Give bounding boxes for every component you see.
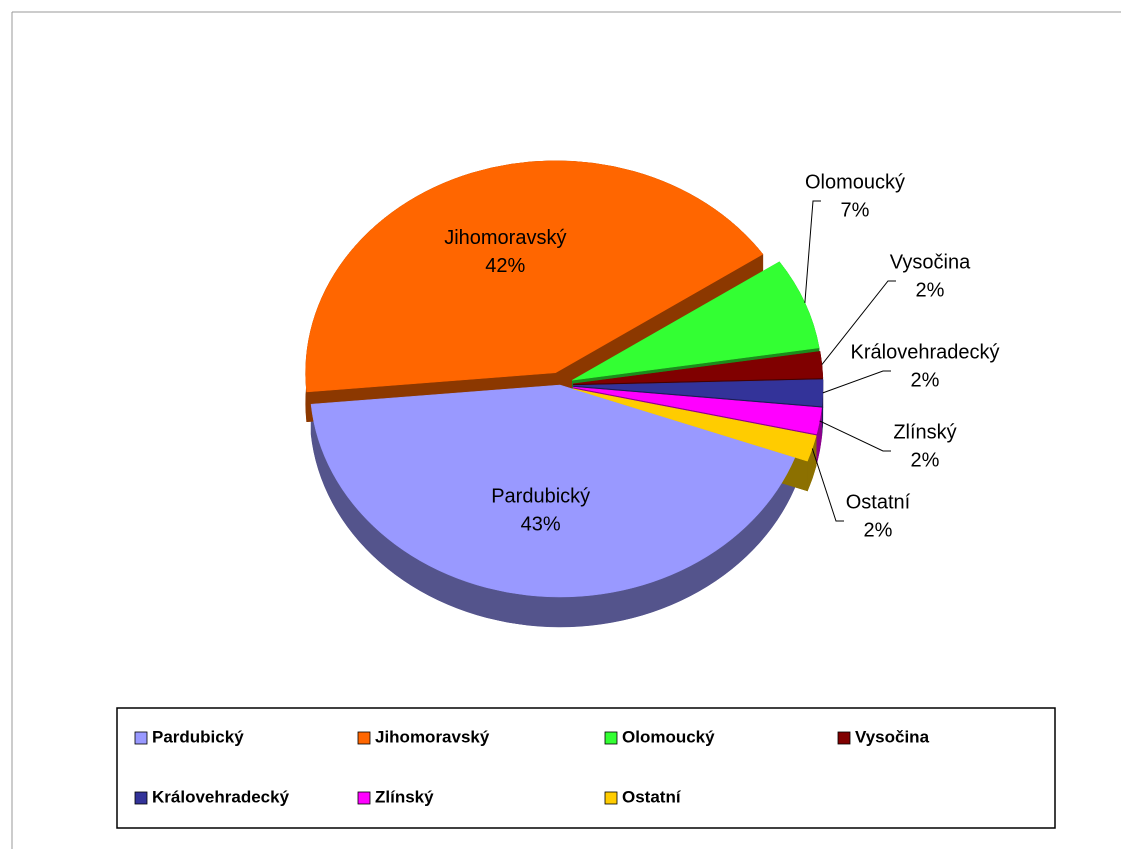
data-label-value: 43% bbox=[521, 513, 561, 535]
legend-swatch bbox=[837, 731, 851, 745]
leader-line bbox=[821, 280, 896, 365]
data-label-name: Pardubický bbox=[491, 485, 590, 507]
leader-line bbox=[819, 420, 891, 452]
data-label-value: 42% bbox=[485, 255, 525, 277]
data-label-value: 7% bbox=[841, 199, 870, 221]
data-label-name: Královehradecký bbox=[851, 341, 1000, 363]
slice bbox=[310, 384, 796, 598]
data-label-value: 2% bbox=[911, 369, 940, 391]
legend-swatch bbox=[604, 731, 618, 745]
slice bbox=[571, 261, 820, 381]
legend-swatch bbox=[134, 731, 148, 745]
legend-box bbox=[116, 707, 1056, 829]
legend: Pardubický Jihomoravský Olomoucký Vysočina K… bbox=[134, 727, 930, 806]
data-label-value: 2% bbox=[864, 519, 893, 541]
leader-line bbox=[804, 200, 821, 303]
data-label-name: Zlínský bbox=[893, 421, 956, 443]
data-label-name: Vysočina bbox=[890, 251, 971, 273]
legend-swatch bbox=[604, 791, 618, 805]
legend-swatch bbox=[134, 791, 148, 805]
legend-label: Ostatní bbox=[622, 787, 682, 806]
leader-line bbox=[811, 448, 844, 522]
data-label-value: 2% bbox=[911, 449, 940, 471]
data-label-value: 2% bbox=[916, 279, 945, 301]
legend-label: Olomoucký bbox=[622, 727, 715, 746]
legend-label: Jihomoravský bbox=[375, 727, 490, 746]
legend-swatch bbox=[357, 731, 371, 745]
legend-label: Zlínský bbox=[375, 787, 434, 806]
data-labels: Pardubický 43% Jihomoravský 42% Olomoucký 7% V… bbox=[444, 171, 999, 541]
legend-label: Pardubický bbox=[152, 727, 244, 746]
leader-line bbox=[822, 370, 891, 394]
pie-tops bbox=[305, 160, 824, 598]
slice bbox=[305, 160, 764, 393]
data-label-name: Olomoucký bbox=[805, 171, 905, 193]
legend-label: Královehradecký bbox=[152, 787, 290, 806]
data-label-name: Ostatní bbox=[846, 491, 911, 513]
data-label-name: Jihomoravský bbox=[444, 227, 566, 249]
legend-label: Vysočina bbox=[855, 727, 930, 746]
legend-swatch bbox=[357, 791, 371, 805]
